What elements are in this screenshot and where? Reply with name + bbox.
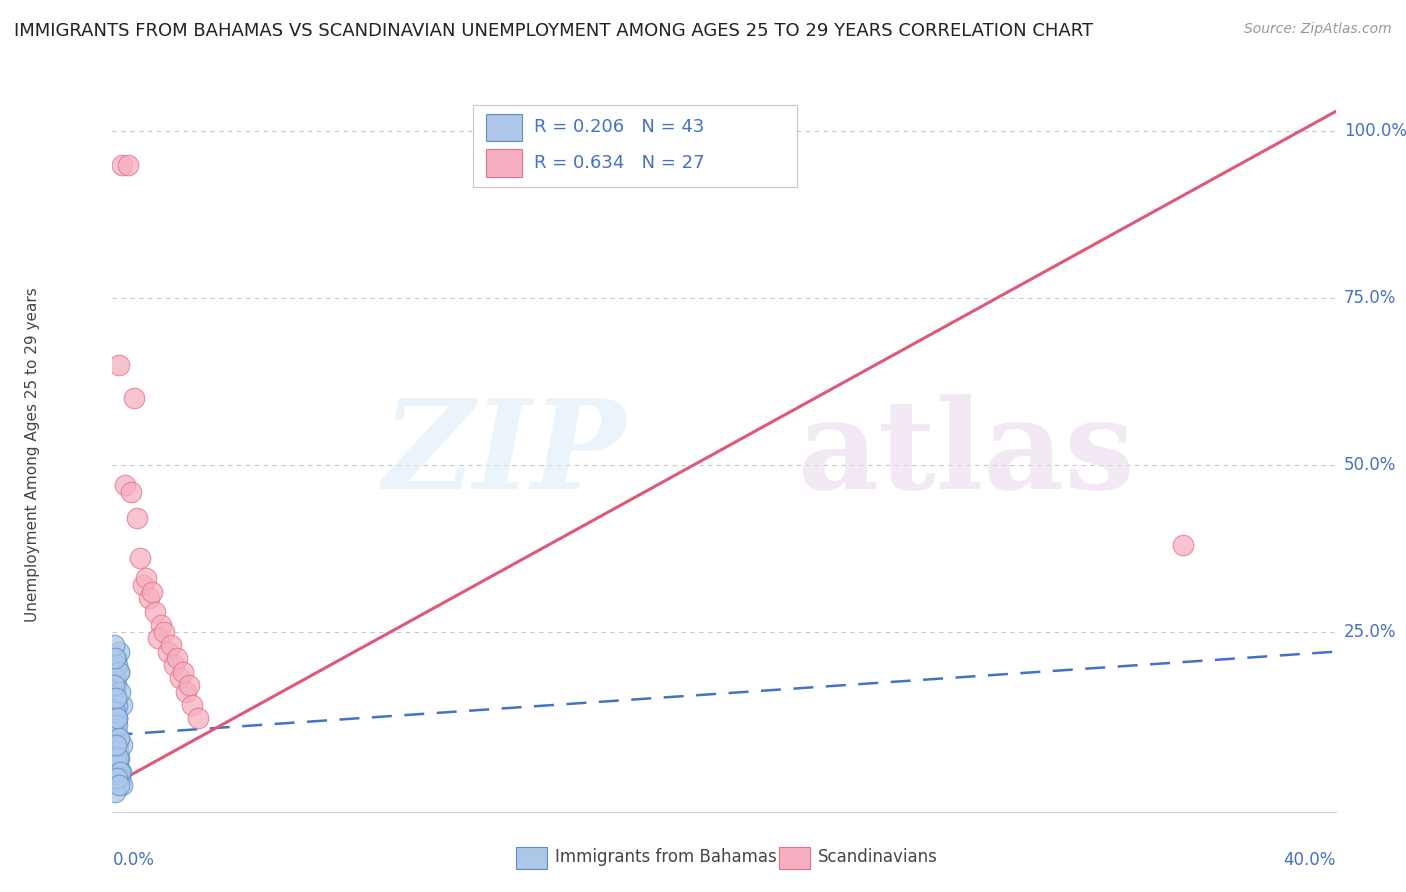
Point [104,678,127,692]
Text: R = 0.206   N = 43: R = 0.206 N = 43 [534,119,704,136]
Text: IMMIGRANTS FROM BAHAMAS VS SCANDINAVIAN UNEMPLOYMENT AMONG AGES 25 TO 29 YEARS C: IMMIGRANTS FROM BAHAMAS VS SCANDINAVIAN … [14,22,1094,40]
Point [153,624,176,639]
FancyBboxPatch shape [474,105,797,187]
Point [105,718,128,732]
Point [143,605,166,619]
Text: ZIP: ZIP [382,394,626,516]
Text: Scandinavians: Scandinavians [818,848,938,866]
Point [107,758,129,772]
Text: Unemployment Among Ages 25 to 29 years: Unemployment Among Ages 25 to 29 years [25,287,41,623]
Text: Immigrants from Bahamas: Immigrants from Bahamas [555,848,778,866]
FancyBboxPatch shape [485,150,522,177]
Text: 25.0%: 25.0% [1344,623,1396,640]
Point [107,751,129,765]
Point [107,645,129,659]
Point [105,658,128,673]
Point [105,711,128,725]
Point [110,764,132,779]
Point [105,711,128,725]
Point [1171,538,1194,552]
Point [166,651,188,665]
Point [117,158,139,172]
Point [108,772,131,786]
Point [174,684,197,698]
Text: R = 0.634   N = 27: R = 0.634 N = 27 [534,154,706,172]
Point [104,651,127,665]
Point [104,724,127,739]
Point [120,484,142,499]
Text: 75.0%: 75.0% [1344,289,1396,307]
Point [135,571,157,585]
Point [148,632,170,646]
Point [169,671,191,685]
Point [104,691,127,706]
Point [104,785,127,799]
Text: Source: ZipAtlas.com: Source: ZipAtlas.com [1244,22,1392,37]
FancyBboxPatch shape [516,847,547,869]
Text: 40.0%: 40.0% [1284,851,1336,869]
Point [138,591,160,606]
Text: 50.0%: 50.0% [1344,456,1396,474]
Point [110,764,132,779]
Point [177,678,200,692]
Point [125,511,148,525]
Point [107,745,129,759]
Point [111,698,134,712]
Point [172,665,194,679]
Point [187,711,209,725]
Point [108,684,131,698]
Point [103,678,125,692]
Point [105,724,128,739]
Point [156,645,179,659]
Point [105,691,128,706]
Point [181,698,204,712]
Point [150,618,173,632]
Point [107,358,129,372]
Point [129,551,152,566]
Point [132,578,155,592]
Point [105,772,128,786]
Text: 0.0%: 0.0% [112,851,155,869]
Text: 100.0%: 100.0% [1344,122,1406,140]
Point [105,698,128,712]
Point [107,751,129,765]
Point [107,738,129,752]
Point [163,658,186,673]
Point [108,665,131,679]
Point [107,731,129,746]
Point [111,158,134,172]
Point [103,638,125,652]
Point [141,584,163,599]
Point [104,684,127,698]
Point [159,638,181,652]
Point [108,731,131,746]
Point [104,705,127,719]
Point [104,738,127,752]
Point [104,718,127,732]
Point [103,671,125,685]
Point [104,651,127,665]
Point [122,391,145,405]
Point [104,671,127,685]
Point [114,478,136,492]
Point [111,738,134,752]
FancyBboxPatch shape [485,114,522,141]
Point [105,711,128,725]
Point [104,691,127,706]
Text: atlas: atlas [797,394,1135,516]
Point [103,705,125,719]
Point [107,778,129,792]
FancyBboxPatch shape [779,847,810,869]
Point [111,778,134,792]
Point [107,665,129,679]
